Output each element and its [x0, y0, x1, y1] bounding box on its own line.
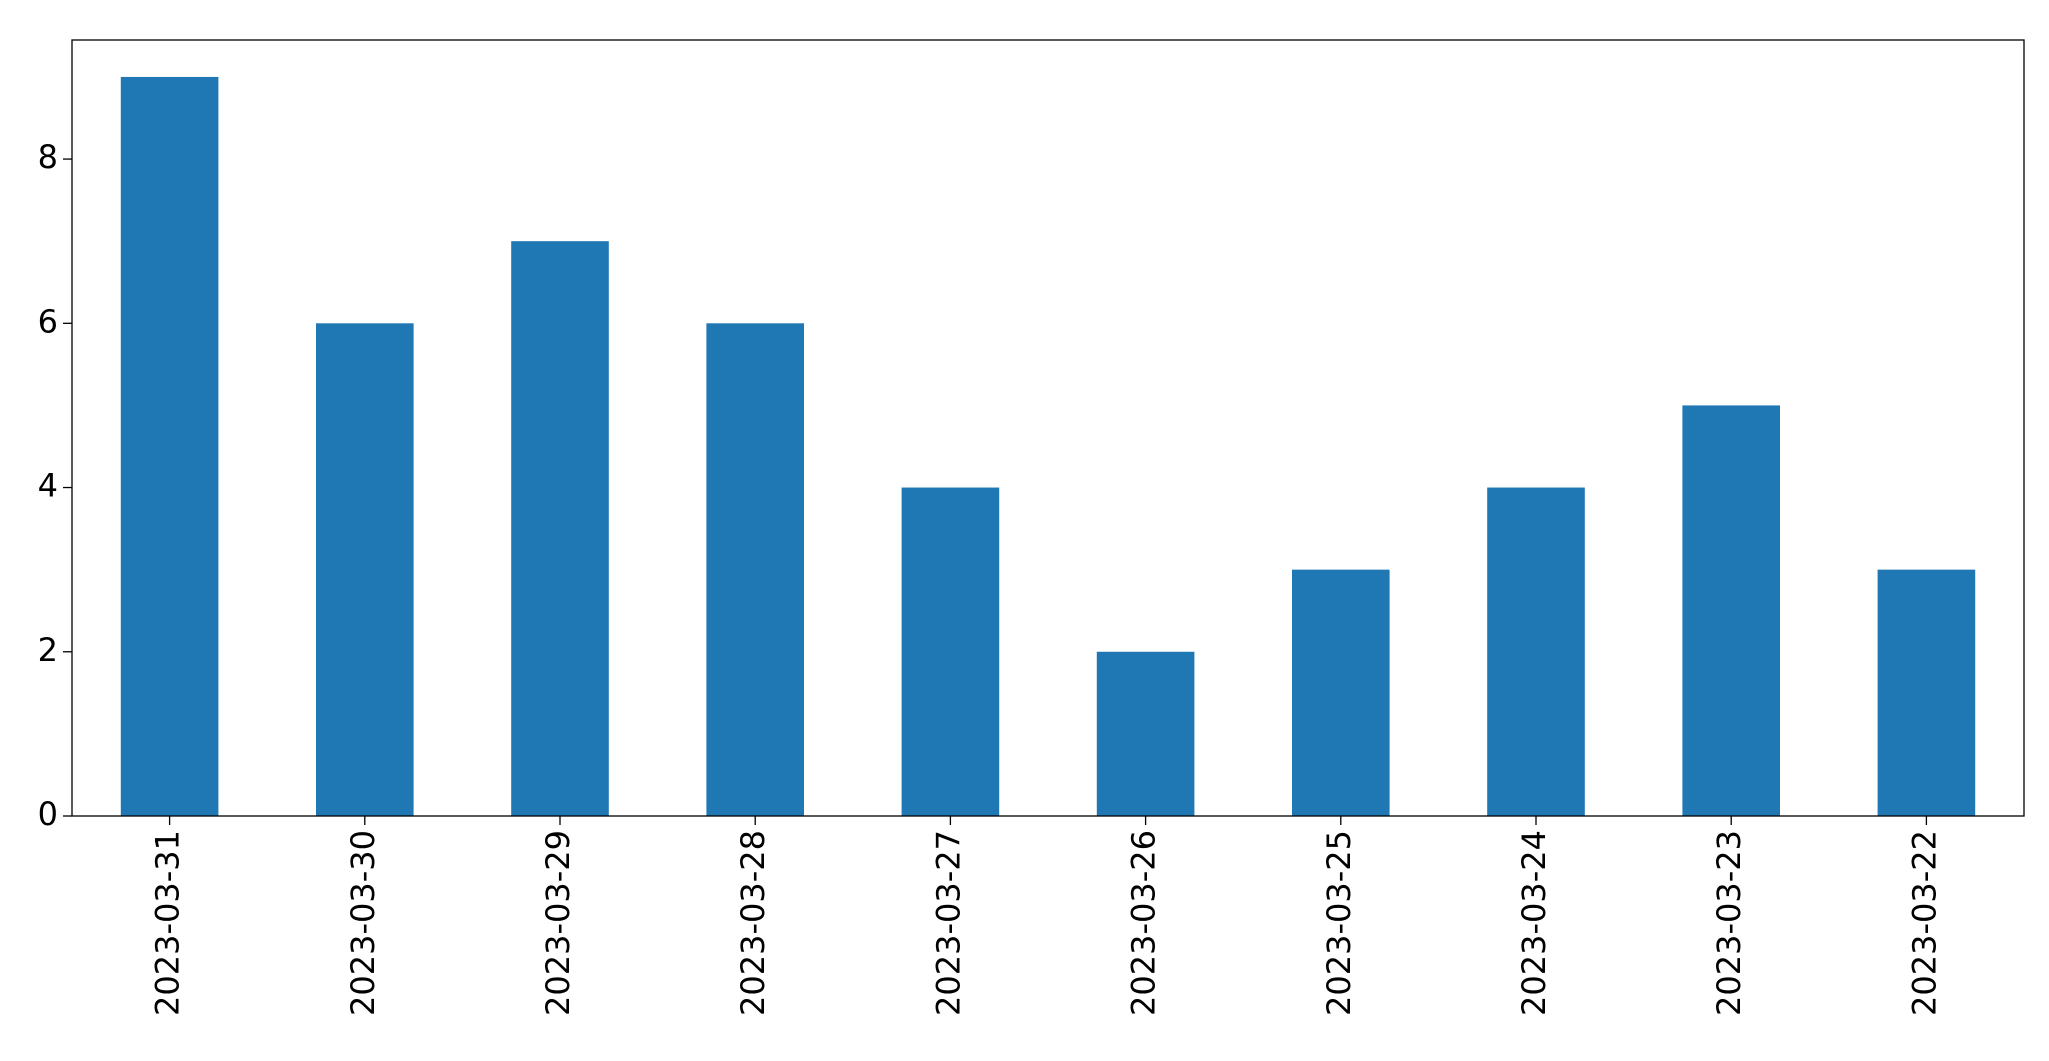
- x-tick-label: 2023-03-27: [929, 830, 967, 1016]
- x-tick-label: 2023-03-30: [344, 830, 382, 1016]
- bar: [1682, 405, 1780, 816]
- bar: [1487, 487, 1585, 816]
- plot-frame: [71, 39, 2025, 817]
- bar: [706, 323, 804, 816]
- bar: [120, 76, 219, 816]
- bar: [316, 323, 414, 816]
- y-tick-label: 2: [38, 631, 58, 669]
- x-tick-label: 2023-03-29: [539, 830, 577, 1016]
- x-tick-label: 2023-03-31: [149, 830, 187, 1016]
- bar: [1877, 569, 1976, 816]
- bar: [511, 241, 609, 816]
- bar: [1292, 569, 1390, 816]
- bar: [1096, 651, 1195, 816]
- x-tick-label: 2023-03-24: [1515, 830, 1553, 1016]
- y-tick-label: 6: [38, 302, 58, 340]
- x-tick-label: 2023-03-28: [734, 830, 772, 1016]
- y-tick-label: 0: [38, 795, 58, 833]
- y-tick-label: 4: [38, 467, 58, 505]
- x-tick-label: 2023-03-23: [1710, 830, 1748, 1016]
- x-tick-label: 2023-03-22: [1905, 830, 1943, 1016]
- y-tick-label: 8: [38, 138, 58, 176]
- x-tick-label: 2023-03-25: [1320, 830, 1358, 1016]
- x-tick-label: 2023-03-26: [1125, 830, 1163, 1016]
- bar: [901, 487, 1000, 816]
